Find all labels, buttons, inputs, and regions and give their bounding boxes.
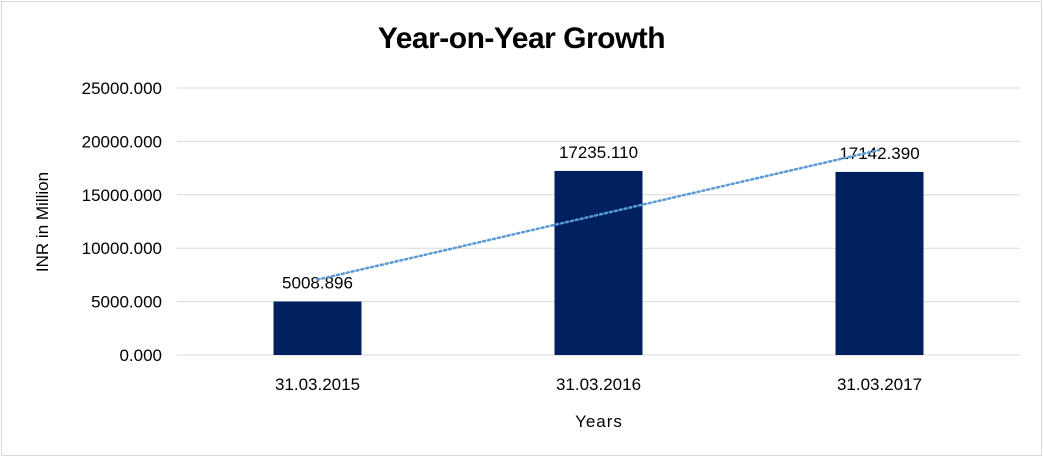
bar: [273, 301, 362, 355]
y-tick-label: 20000.000: [82, 132, 162, 151]
x-tick-label: 31.03.2016: [556, 375, 641, 394]
data-label: 5008.896: [282, 274, 353, 293]
x-tick-label: 31.03.2017: [837, 375, 922, 394]
trendline: [316, 148, 881, 281]
y-tick-label: 10000.000: [82, 239, 162, 258]
y-tick-label: 0.000: [119, 346, 162, 365]
x-tick-label: 31.03.2015: [275, 375, 360, 394]
chart-title: Year-on-Year Growth: [377, 22, 666, 55]
data-label: 17235.110: [559, 143, 638, 162]
bar: [835, 171, 924, 355]
y-tick-label: 5000.000: [91, 293, 162, 312]
data-label: 17142.390: [839, 144, 919, 163]
x-axis-label: Years: [575, 412, 623, 431]
y-tick-label: 25000.000: [82, 79, 162, 98]
bar: [554, 170, 643, 355]
y-tick-label: 15000.000: [82, 186, 162, 205]
